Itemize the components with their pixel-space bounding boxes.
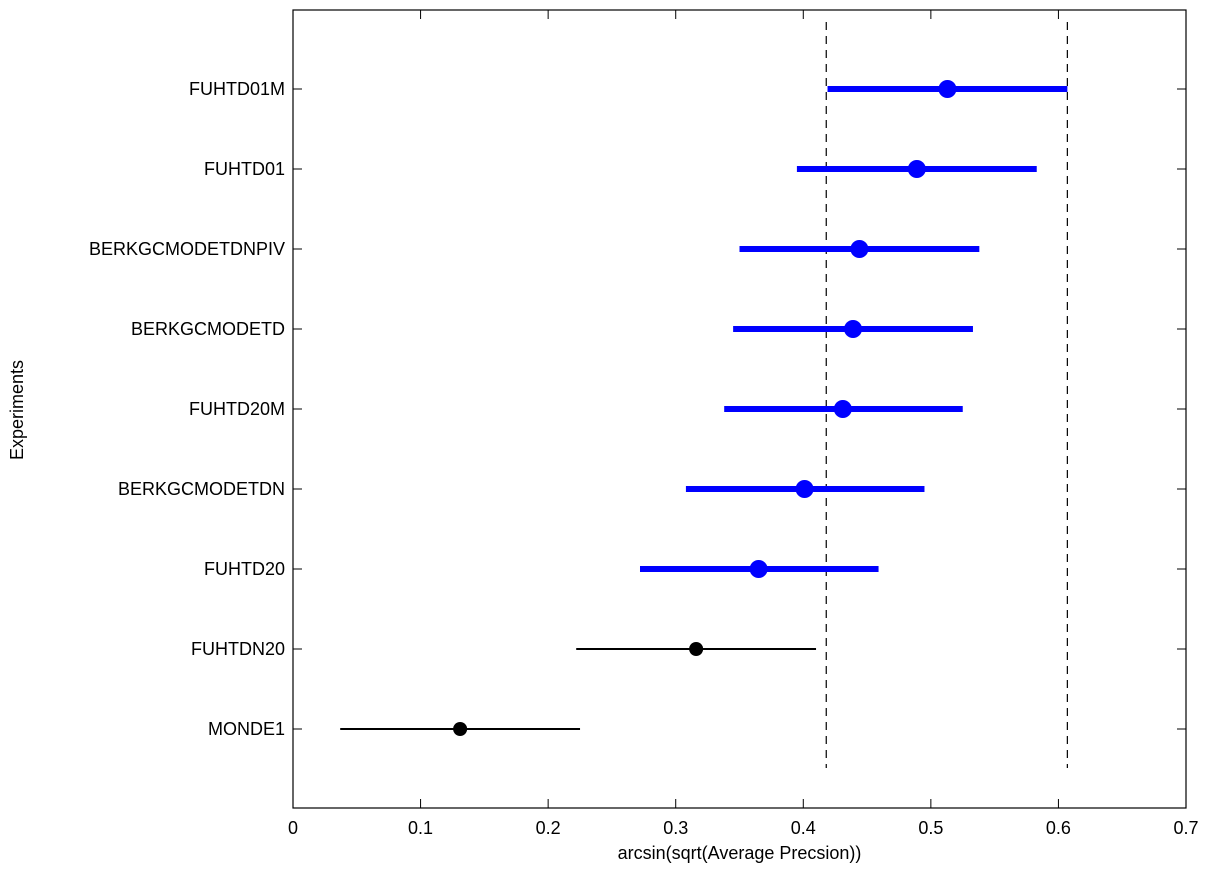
y-tick-label: FUHTD20 — [204, 559, 285, 579]
y-tick-label: FUHTD01 — [204, 159, 285, 179]
x-tick-label: 0.7 — [1173, 818, 1198, 838]
y-tick-label: BERKGCMODETDNPIV — [89, 239, 285, 259]
y-tick-label: FUHTD01M — [189, 79, 285, 99]
mean-marker — [850, 240, 869, 258]
mean-marker — [907, 160, 926, 178]
mean-marker — [938, 80, 957, 98]
y-tick-label: BERKGCMODETD — [131, 319, 285, 339]
y-axis-label: Experiments — [7, 360, 27, 460]
y-tick-label: FUHTD20M — [189, 399, 285, 419]
x-tick-labels: 0 0.1 0.2 0.3 0.4 0.5 0.6 0.7 — [288, 818, 1199, 838]
reference-lines — [825, 22, 1068, 768]
x-tick-label: 0.1 — [408, 818, 433, 838]
x-tick-label: 0.2 — [536, 818, 561, 838]
x-tick-label: 0.3 — [663, 818, 688, 838]
x-tick-label: 0 — [288, 818, 298, 838]
mean-marker — [453, 722, 468, 736]
y-tick-label: BERKGCMODETDN — [118, 479, 285, 499]
y-tick-label: FUHTDN20 — [191, 639, 285, 659]
y-tick-labels: FUHTD01M FUHTD01 BERKGCMODETDNPIV BERKGCMOD… — [89, 79, 285, 739]
x-tick-label: 0.6 — [1046, 818, 1071, 838]
mean-marker — [795, 480, 814, 498]
x-tick-label: 0.4 — [791, 818, 816, 838]
ticks — [292, 10, 1187, 808]
mean-marker — [689, 642, 704, 656]
x-tick-label: 0.5 — [918, 818, 943, 838]
mean-marker — [833, 400, 852, 418]
mean-marker — [749, 560, 768, 578]
y-tick-label: MONDE1 — [208, 719, 285, 739]
x-axis-label: arcsin(sqrt(Average Precsion)) — [618, 843, 862, 863]
intervals — [340, 80, 1068, 736]
mean-marker — [844, 320, 863, 338]
